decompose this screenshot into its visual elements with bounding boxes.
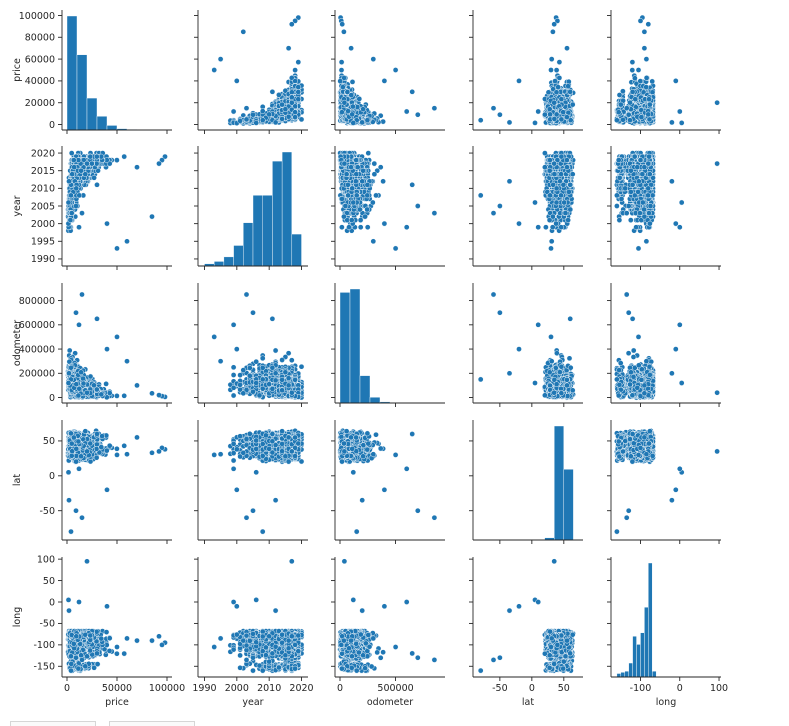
point-price-vs-year-1415 [231, 109, 236, 114]
point-price-vs-year-1395 [293, 110, 298, 115]
point-price-vs-odometer-1133 [338, 79, 343, 84]
point-price-vs-odometer-424 [339, 68, 344, 73]
panel-price-vs-odometer [331, 10, 445, 134]
point-price-vs-year-1413 [286, 46, 291, 51]
point-price-vs-odometer-1414 [382, 78, 387, 83]
point-price-vs-odometer-357 [339, 60, 344, 65]
hist-bar-price-1 [77, 55, 87, 130]
point-price-vs-odometer-1413 [349, 46, 354, 51]
point-price-vs-year-1379 [296, 89, 301, 94]
point-price-vs-year-1396 [296, 97, 301, 102]
point-price-vs-odometer-1402 [340, 22, 345, 27]
point-price-vs-odometer-477 [350, 79, 355, 84]
point-price-vs-odometer-1406 [342, 100, 347, 105]
point-price-vs-odometer-1351 [350, 104, 355, 109]
point-price-vs-year-1403 [241, 29, 246, 34]
point-price-vs-year-1408 [250, 112, 255, 117]
point-price-vs-year-1380 [244, 117, 249, 122]
point-price-vs-year-1414 [234, 78, 239, 83]
point-price-vs-odometer-1393 [365, 118, 370, 123]
point-price-vs-year-1387 [299, 117, 304, 122]
point-price-vs-year-1410 [273, 120, 278, 125]
panel-price-vs-year [194, 10, 308, 134]
point-price-vs-odometer-1415 [404, 109, 409, 114]
point-price-vs-year-1412 [270, 89, 275, 94]
point-price-vs-year-1411 [254, 120, 259, 125]
point-price-vs-odometer-1404 [371, 57, 376, 62]
point-price-vs-year-1399 [267, 112, 272, 117]
point-price-vs-odometer-1407 [432, 106, 437, 111]
point-price-vs-year-1394 [260, 109, 265, 114]
point-price-vs-odometer-1410 [360, 120, 365, 125]
point-price-vs-year-1385 [289, 95, 294, 100]
point-price-vs-year-1390 [286, 114, 291, 119]
point-price-vs-year-1404 [218, 57, 223, 62]
point-price-vs-year-1406 [289, 100, 294, 105]
point-price-vs-year-1364 [238, 118, 243, 123]
point-price-vs-year-1407 [244, 106, 249, 111]
panel-price-vs-price [58, 10, 172, 134]
point-price-vs-year-1409 [260, 118, 265, 123]
point-price-vs-year-1340 [296, 85, 301, 90]
point-price-vs-odometer-1399 [350, 112, 355, 117]
panel-price-vs-lat [469, 10, 583, 134]
hist-bar-price-3 [97, 116, 107, 130]
hist-bar-price-4 [107, 125, 117, 130]
point-price-vs-year-1397 [293, 115, 298, 120]
point-price-vs-odometer-1379 [345, 89, 350, 94]
point-price-vs-year-1184 [289, 90, 294, 95]
hist-bar-price-0 [67, 16, 77, 130]
point-price-vs-odometer-1411 [351, 120, 356, 125]
point-price-vs-odometer-358 [381, 119, 386, 124]
point-price-vs-year-1405 [212, 67, 217, 72]
point-price-vs-year-1384 [280, 102, 285, 107]
point-price-vs-odometer-1398 [361, 107, 366, 112]
point-price-vs-year-1402 [289, 22, 294, 27]
point-price-vs-odometer-1405 [393, 67, 398, 72]
point-price-vs-odometer-1395 [339, 110, 344, 115]
point-price-vs-odometer-1340 [340, 85, 345, 90]
point-price-vs-year-1391 [280, 116, 285, 121]
point-price-vs-year-357 [296, 60, 301, 65]
point-price-vs-odometer-1408 [415, 112, 420, 117]
point-price-vs-odometer-1142 [357, 96, 362, 101]
point-price-vs-odometer-1403 [341, 29, 346, 34]
point-price-vs-year-424 [293, 68, 298, 73]
hist-bar-price-2 [87, 98, 97, 130]
point-price-vs-year-1132 [276, 92, 281, 97]
point-price-vs-year-1398 [283, 107, 288, 112]
panels-layer [58, 10, 721, 681]
point-price-vs-odometer-1412 [410, 89, 415, 94]
point-price-vs-year-1133 [293, 79, 298, 84]
